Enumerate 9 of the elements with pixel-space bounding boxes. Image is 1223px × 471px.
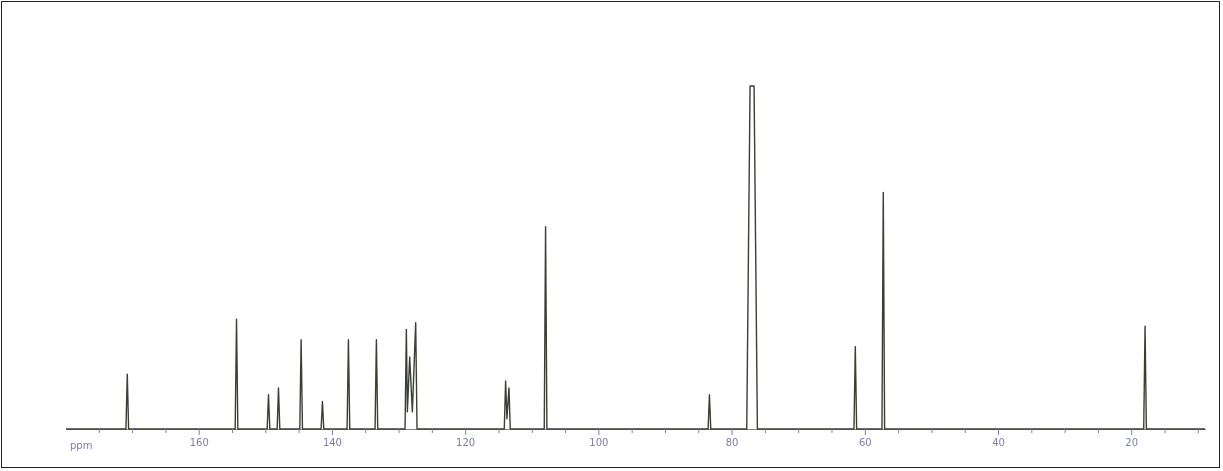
x-tick-label: 20	[1125, 436, 1139, 448]
x-tick-label: 40	[992, 436, 1005, 448]
x-tick-label: 100	[589, 436, 609, 448]
x-tick-label: 140	[322, 436, 342, 448]
x-tick-label: 60	[858, 436, 872, 448]
x-tick-label: 120	[456, 436, 476, 448]
x-tick-label: 80	[725, 436, 739, 448]
x-axis-title: ppm	[70, 439, 93, 451]
x-tick-label: 160	[189, 436, 209, 448]
